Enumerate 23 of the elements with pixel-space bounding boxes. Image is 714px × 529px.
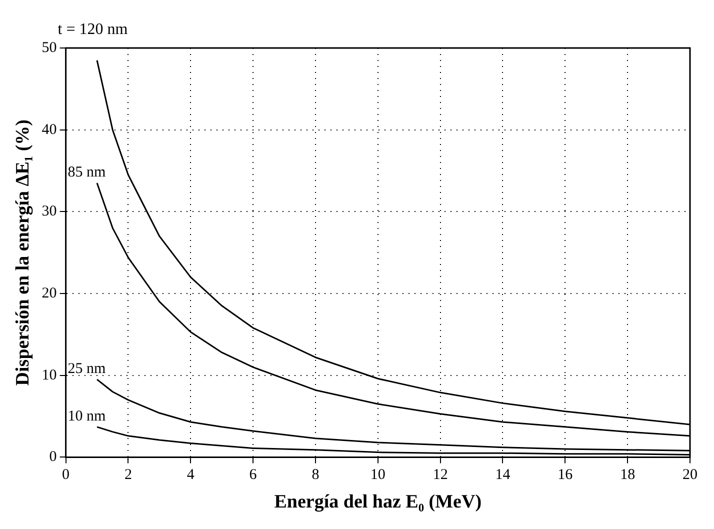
x-tick-label: 2 — [124, 467, 132, 484]
y-tick-label: 20 — [42, 285, 57, 302]
x-tick-label: 8 — [312, 467, 320, 484]
x-tick-label: 4 — [186, 467, 195, 484]
y-tick-label: 0 — [49, 449, 57, 466]
x-axis-title: Energía del haz E₀ (MeV) — [274, 492, 482, 513]
y-tick-label: 50 — [42, 40, 57, 56]
y-tick-label: 40 — [42, 122, 57, 138]
x-tick-label: 16 — [558, 467, 574, 484]
x-tick-label: 20 — [682, 467, 698, 484]
annotation: 25 nm — [68, 360, 106, 377]
x-tick-label: 10 — [370, 467, 386, 484]
x-tick-label: 12 — [432, 467, 448, 484]
annotation: 85 nm — [68, 164, 106, 180]
y-tick-label: 10 — [42, 367, 57, 384]
y-tick-label: 30 — [42, 204, 57, 220]
x-tick-label: 14 — [495, 467, 511, 484]
x-tick-label: 18 — [620, 467, 636, 484]
text: t = 120 nm — [58, 21, 128, 38]
x-tick-label: 0 — [62, 467, 70, 484]
annotation: 10 nm — [68, 408, 106, 424]
y-axis-title: Dispersión en la energía ΔE₁ (%) — [12, 120, 34, 386]
x-tick-label: 6 — [249, 467, 258, 484]
